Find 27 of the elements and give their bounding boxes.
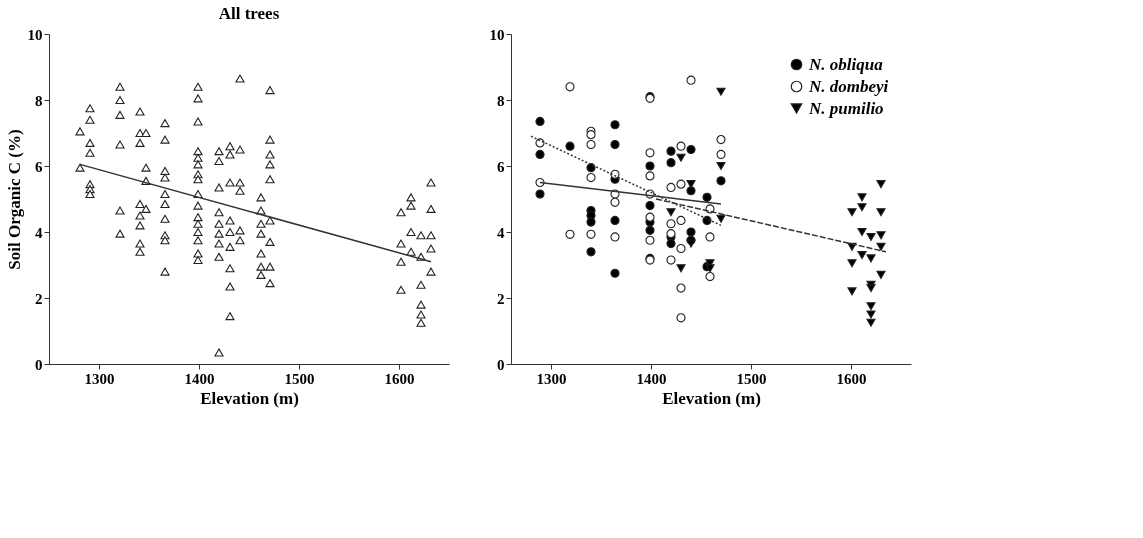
y-tick-label: 10 bbox=[27, 26, 43, 43]
y-tick-label: 8 bbox=[497, 92, 505, 109]
x-tick-label: 1500 bbox=[284, 370, 315, 387]
legend-label: N. dombeyi bbox=[808, 76, 889, 96]
x-tick-label: 1400 bbox=[184, 370, 215, 387]
y-tick-label: 2 bbox=[497, 290, 505, 307]
y-tick-label: 4 bbox=[35, 224, 43, 241]
y-tick-label: 6 bbox=[497, 158, 505, 175]
y-tick-label: 10 bbox=[489, 26, 505, 43]
y-tick-label: 2 bbox=[35, 290, 43, 307]
legend-label: N. obliqua bbox=[808, 54, 884, 74]
x-tick-label: 1300 bbox=[84, 370, 115, 387]
x-tick-label: 1300 bbox=[536, 370, 567, 387]
y-tick-label: 0 bbox=[35, 356, 43, 373]
x-tick-label: 1500 bbox=[736, 370, 767, 387]
x-tick-label: 1600 bbox=[836, 370, 867, 387]
x-axis-title: Elevation (m) bbox=[662, 388, 761, 408]
x-axis-title: Elevation (m) bbox=[200, 388, 299, 408]
y-tick-label: 6 bbox=[35, 158, 43, 175]
x-tick-label: 1600 bbox=[384, 370, 415, 387]
y-tick-label: 8 bbox=[35, 92, 43, 109]
y-tick-label: 0 bbox=[497, 356, 505, 373]
y-tick-label: 4 bbox=[497, 224, 505, 241]
legend-label: N. pumilio bbox=[808, 98, 884, 118]
x-tick-label: 1400 bbox=[636, 370, 667, 387]
chart-title: All trees bbox=[218, 4, 280, 23]
y-axis-title: Soil Organic C (%) bbox=[4, 129, 24, 270]
